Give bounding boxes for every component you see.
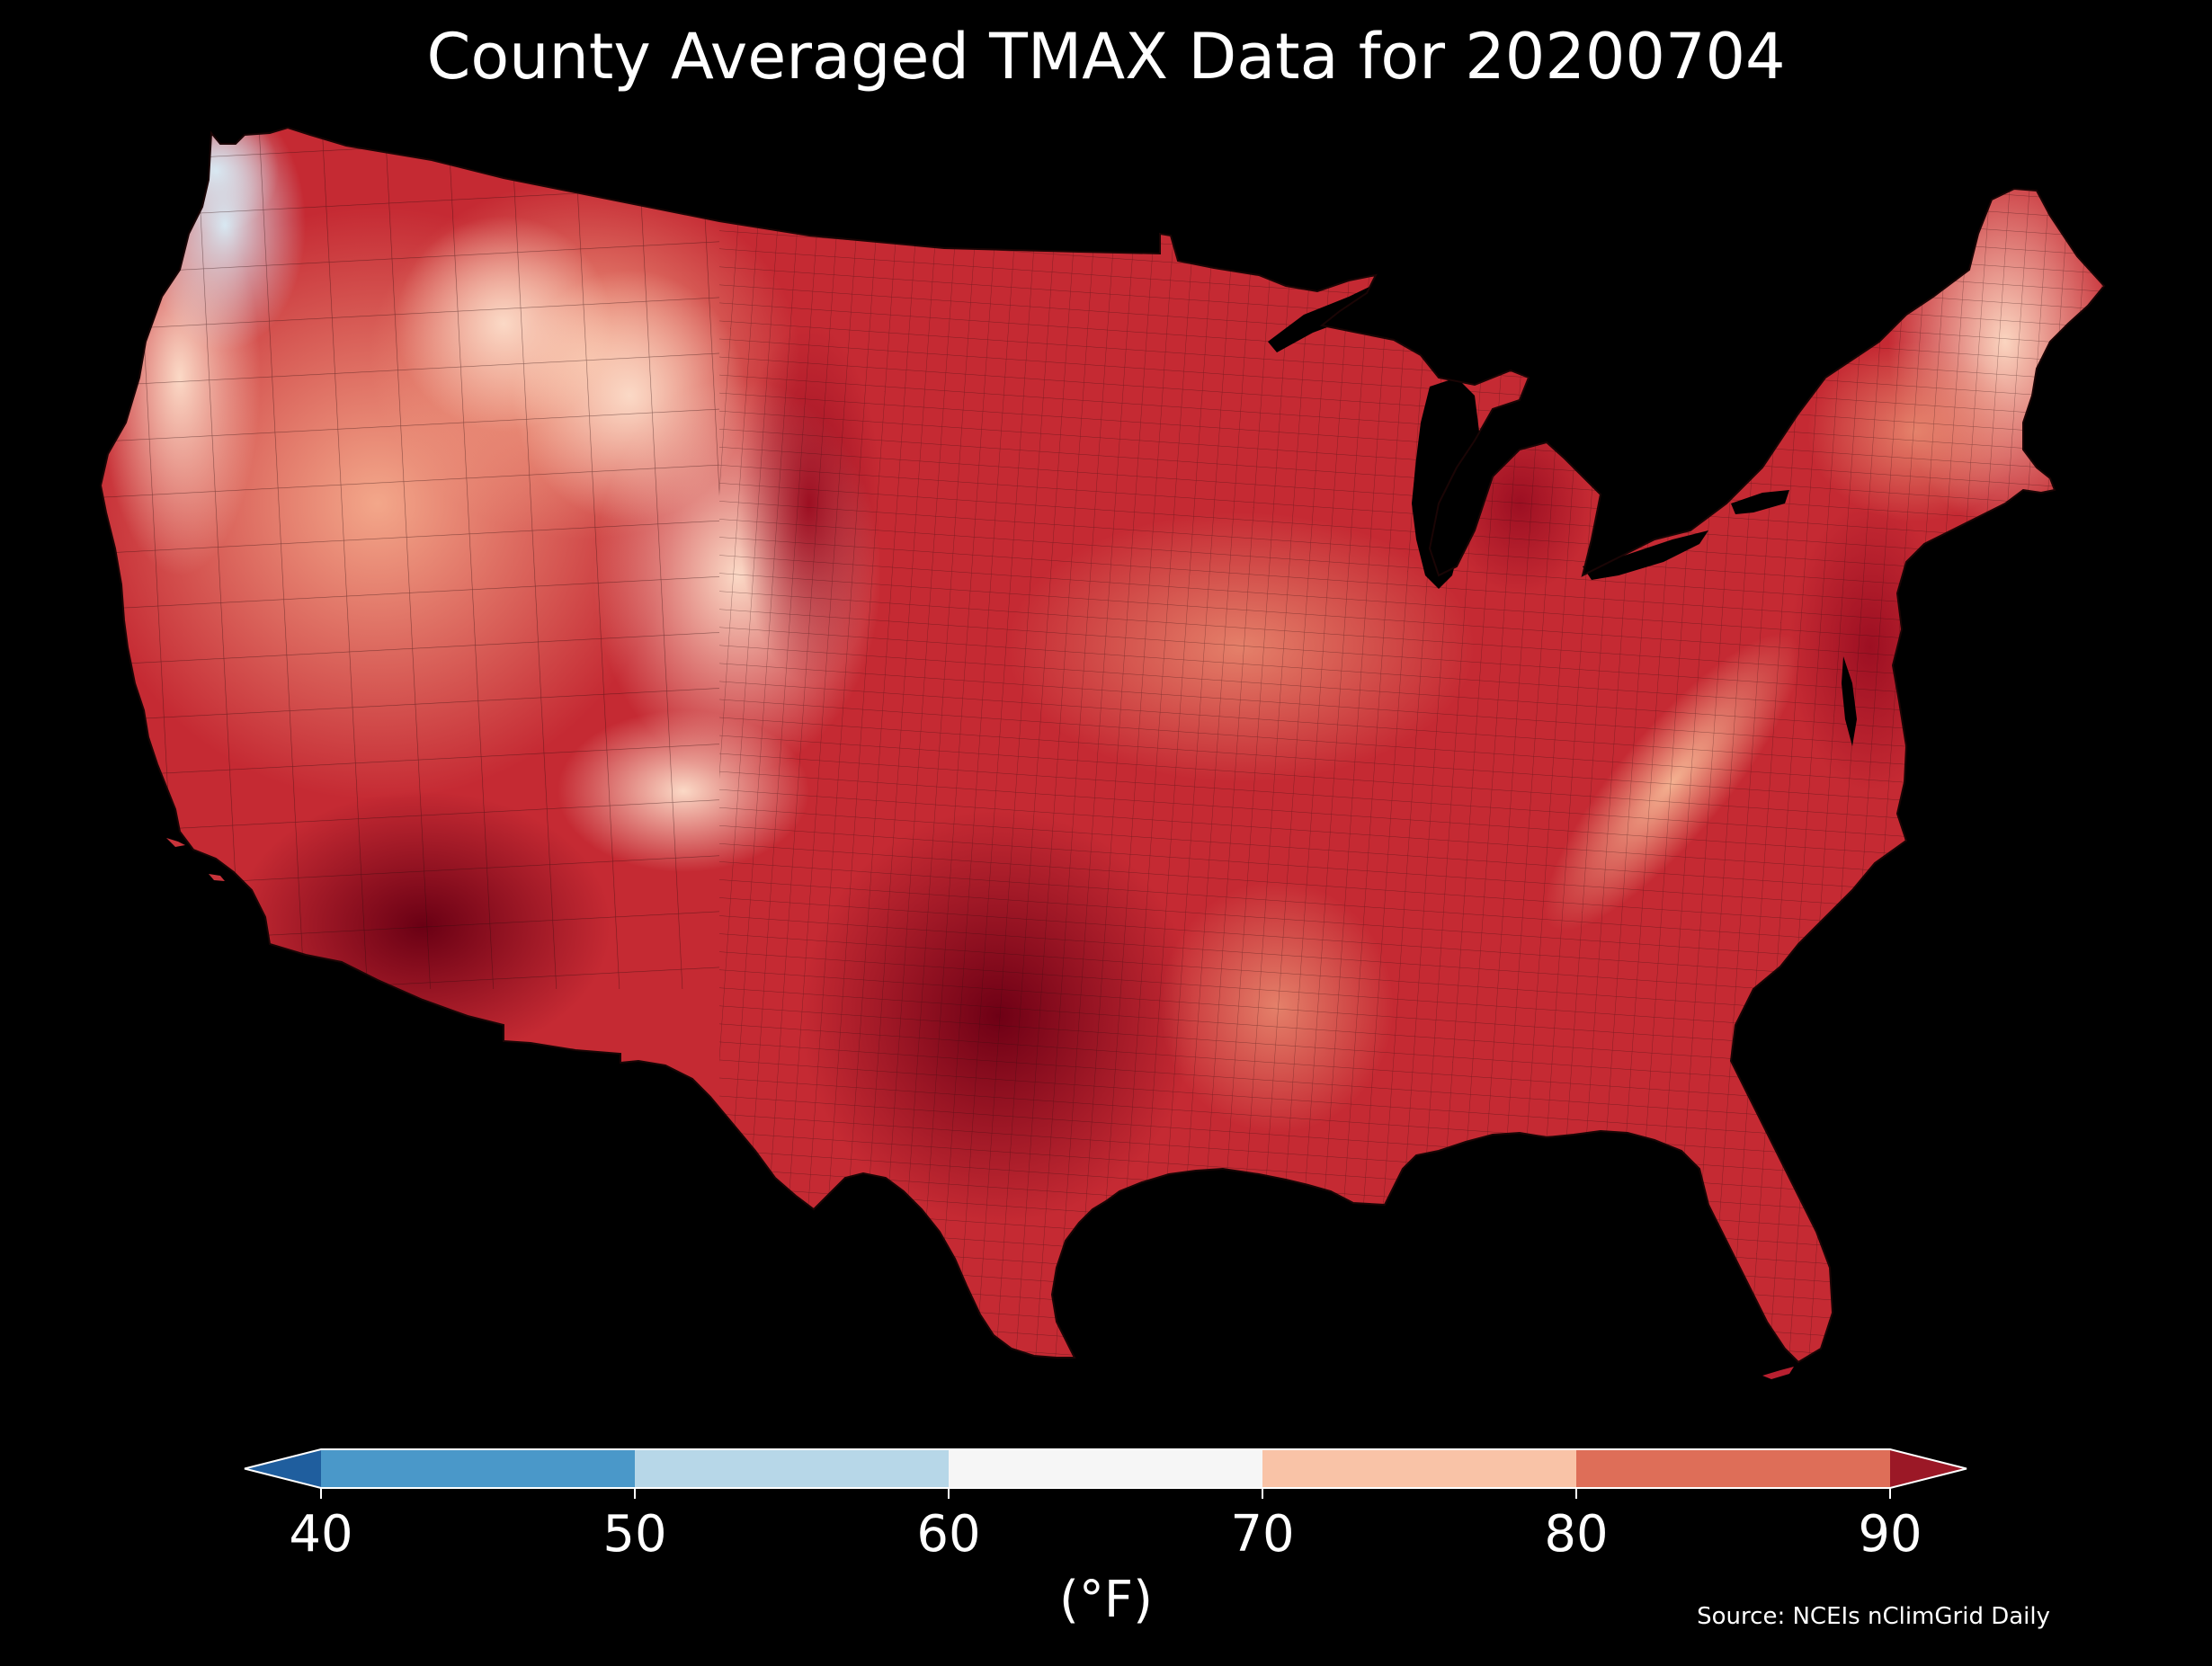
colorbar-bin-2 — [949, 1449, 1262, 1488]
colorbar-tick-label-4: 80 — [1544, 1505, 1608, 1564]
colorbar-tick-label-1: 50 — [602, 1505, 666, 1564]
colorbar-bin-0 — [321, 1449, 635, 1488]
colorbar-extend-over — [1890, 1449, 1967, 1488]
great-lakes — [1268, 286, 1857, 746]
colorbar-extend-under — [245, 1449, 321, 1488]
colorbar-tick-label-3: 70 — [1230, 1505, 1294, 1564]
source-credit: Source: NCEIs nClimGrid Daily — [1697, 1603, 2050, 1630]
colorbar-group: 40 50 60 70 80 90 — [244, 1448, 1967, 1564]
colorbar-tick-label-0: 40 — [289, 1505, 352, 1564]
chart-title: County Averaged TMAX Data for 20200704 — [426, 20, 1786, 94]
colorbar-tick-label-2: 60 — [916, 1505, 980, 1564]
colorbar-bin-4 — [1576, 1449, 1890, 1488]
colorbar-bin-3 — [1262, 1449, 1576, 1488]
colorbar-bin-1 — [635, 1449, 949, 1488]
colorbar-tick-label-5: 90 — [1858, 1505, 1922, 1564]
colorbar-units-label: (°F) — [1059, 1571, 1153, 1629]
coastal-islands — [166, 838, 1794, 1379]
